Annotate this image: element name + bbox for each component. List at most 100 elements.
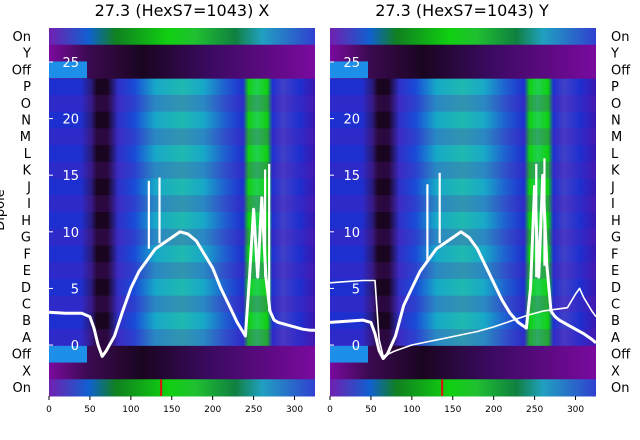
row-label: Off (12, 63, 32, 78)
row-label: G (21, 231, 31, 246)
y-tick-label: 10 (62, 226, 79, 241)
row-label: E (23, 264, 31, 279)
y-tick-label: 5 (352, 282, 360, 297)
row-label: L (24, 147, 32, 162)
row-label: H (21, 214, 31, 229)
x-tick-label: 200 (485, 405, 502, 415)
heatmap-stripe (49, 195, 315, 212)
row-label: On (611, 30, 629, 45)
y-tick-label: 15 (62, 169, 79, 184)
row-label: Y (610, 47, 619, 62)
red-marker (160, 379, 163, 396)
row-label: J (26, 180, 31, 195)
heatmap-row-band (330, 362, 596, 380)
heatmap-row-band (330, 61, 596, 79)
row-label: O (21, 97, 31, 112)
right-panel-title: 27.3 (HexS7=1043) Y (375, 1, 549, 20)
row-label: On (13, 381, 31, 396)
row-label: J (610, 180, 615, 195)
heatmap-row-band (49, 379, 315, 397)
heatmap-stripe (49, 295, 315, 313)
y-tick-label: 5 (71, 282, 79, 297)
heatmap-stripe (49, 329, 315, 346)
row-label: B (22, 314, 31, 329)
left-panel: 0 5 10 15 20 25 (48, 28, 315, 397)
row-label: P (23, 80, 31, 95)
heatmap-row-band (330, 44, 596, 62)
x-tick-label: 300 (567, 405, 584, 415)
series-line (329, 279, 597, 358)
row-label: N (21, 114, 31, 129)
x-tick-label: 250 (526, 405, 543, 415)
heatmap-patch (330, 61, 368, 79)
row-label: K (22, 164, 31, 179)
left-axis-label: Dipole (0, 189, 8, 230)
heatmap-stripe (330, 262, 596, 279)
row-label: On (13, 30, 31, 45)
heatmap-stripe (330, 161, 596, 179)
x-tick-label: 150 (444, 405, 461, 415)
heatmap-row-band (49, 44, 315, 62)
row-label: X (22, 364, 31, 379)
row-label: O (611, 97, 621, 112)
row-label: Off (611, 348, 631, 363)
heatmap-row-band (330, 345, 596, 364)
right-x-ticks: 0 50 100 150 200 250 300 (327, 396, 584, 415)
row-label: M (611, 130, 622, 145)
x-tick-label: 50 (365, 405, 377, 415)
x-tick-label: 100 (122, 405, 139, 415)
row-label: M (20, 130, 31, 145)
heatmap-row-band (330, 379, 596, 397)
row-label: I (27, 197, 31, 212)
y-tick-label: 10 (343, 226, 360, 241)
heatmap-body (49, 28, 315, 396)
heatmap-stripe (49, 161, 315, 179)
y-tick-label: 25 (343, 56, 360, 71)
y-tick-label: 0 (71, 339, 79, 354)
row-label: Off (12, 348, 32, 363)
row-label: C (611, 298, 620, 313)
series-line (329, 173, 597, 361)
x-tick-label: 100 (403, 405, 420, 415)
heatmap-stripe (49, 262, 315, 279)
heatmap-stripe (330, 195, 596, 212)
row-label: L (611, 147, 619, 162)
red-marker (441, 379, 444, 396)
y-tick-label: 15 (343, 169, 360, 184)
row-label: P (611, 80, 619, 95)
row-label: I (611, 197, 615, 212)
right-panel: 0 5 10 15 20 25 (329, 28, 597, 397)
x-tick-label: 300 (286, 405, 303, 415)
row-label: Y (22, 47, 31, 62)
heatmap-stripe (330, 228, 596, 246)
row-label: N (611, 114, 621, 129)
heatmap-row-band (49, 28, 315, 46)
row-label: C (22, 298, 31, 313)
row-label: Off (611, 63, 631, 78)
x-tick-label: 150 (163, 405, 180, 415)
x-tick-label: 200 (204, 405, 221, 415)
y-tick-label: 0 (352, 339, 360, 354)
heatmap-patch (49, 345, 87, 363)
x-tick-label: 250 (245, 405, 262, 415)
row-label: D (611, 281, 621, 296)
heatmap-stripe (330, 94, 596, 112)
y-tick-label: 25 (62, 56, 79, 71)
row-label: D (21, 281, 31, 296)
heatmap-patch (330, 345, 368, 363)
row-label: X (611, 364, 620, 379)
row-label: F (24, 247, 31, 262)
row-label: G (611, 231, 621, 246)
row-label: A (22, 331, 31, 346)
row-label: K (611, 164, 620, 179)
heatmap-row-band (49, 61, 315, 79)
row-label: A (611, 331, 620, 346)
left-x-ticks: 0 50 100 150 200 250 300 (46, 396, 303, 415)
heatmap-stripe (49, 228, 315, 246)
row-label: B (611, 314, 620, 329)
heatmap-row-band (49, 362, 315, 380)
heatmap-stripe (330, 128, 596, 146)
